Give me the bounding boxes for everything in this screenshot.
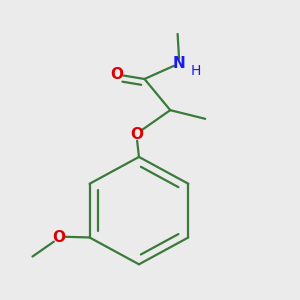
Text: H: H: [191, 64, 201, 78]
Text: N: N: [173, 56, 186, 71]
Text: O: O: [130, 127, 144, 142]
Text: O: O: [52, 230, 65, 245]
Text: O: O: [110, 67, 123, 82]
